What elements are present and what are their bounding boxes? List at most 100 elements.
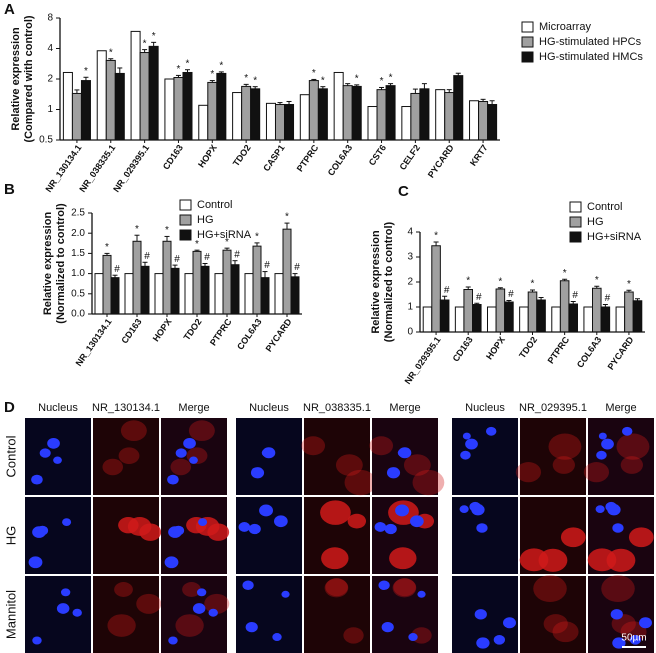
significance-mark: * (466, 276, 470, 287)
bar (504, 301, 514, 333)
cell-signal (335, 454, 363, 476)
bar (487, 306, 497, 333)
cell-signal (107, 614, 136, 637)
bar (444, 92, 455, 141)
x-tick-label: CD163 (119, 317, 143, 346)
legend-label: HG (587, 216, 604, 228)
y-tick-label: 1.0 (71, 268, 85, 279)
nucleus (168, 636, 178, 645)
bar (284, 104, 295, 141)
nucleus (417, 590, 426, 598)
bar (632, 300, 643, 333)
legend-label: Control (197, 199, 232, 211)
nucleus (259, 504, 274, 517)
micrograph (304, 576, 370, 653)
nucleus (281, 590, 290, 598)
y-tick-label: 2 (47, 74, 53, 85)
nucleus (596, 450, 607, 460)
bar (624, 291, 634, 333)
nucleus (395, 504, 410, 517)
y-tick-label: 3 (407, 252, 413, 263)
nucleus (56, 603, 70, 614)
cell-signal (127, 517, 152, 536)
significance-mark: * (225, 237, 229, 248)
nucleus (384, 523, 397, 535)
cell-signal (583, 462, 610, 483)
bar (164, 78, 175, 141)
column-header: Merge (605, 402, 636, 414)
x-tick-label: HOPX (196, 143, 219, 170)
cell-signal (548, 433, 582, 460)
nucleus (172, 525, 185, 536)
x-tick-label: TDO2 (517, 335, 539, 360)
y-tick-label: 8 (47, 13, 53, 24)
nucleus (28, 556, 43, 569)
cell-signal (393, 578, 416, 597)
cell-signal (175, 614, 204, 637)
nucleus (189, 456, 198, 464)
bar (62, 71, 73, 141)
nucleus (465, 438, 478, 450)
cell-signal (136, 593, 162, 614)
row-label: Control (3, 435, 18, 477)
cell-signal (325, 578, 348, 597)
significance-mark: * (255, 232, 259, 243)
significance-mark: * (177, 64, 181, 75)
significance-mark: # (572, 290, 578, 301)
bar (71, 92, 82, 141)
cell-signal (628, 527, 654, 548)
nucleus (386, 467, 401, 479)
legend-swatch (521, 36, 534, 48)
bar (559, 280, 570, 333)
nucleus (183, 437, 196, 449)
nucleus (60, 588, 71, 597)
column-header: Merge (178, 402, 209, 414)
significance-mark: * (380, 76, 384, 87)
significance-mark: * (434, 231, 438, 242)
bar (308, 80, 319, 141)
nucleus (409, 515, 424, 528)
bar (244, 273, 254, 315)
bar (592, 287, 602, 333)
significance-mark: # (294, 262, 300, 273)
bar (410, 92, 421, 141)
y-tick-label: 0.0 (71, 309, 85, 320)
legend-label: HG+siRNA (587, 231, 642, 243)
significance-mark: * (135, 224, 139, 235)
x-tick-label: HOPX (151, 317, 174, 344)
nucleus (198, 518, 208, 526)
legend-swatch (179, 199, 192, 211)
x-tick-label: PTPRC (295, 142, 321, 173)
nucleus (503, 617, 516, 629)
significance-mark: * (195, 239, 199, 250)
nucleus (374, 522, 387, 532)
bar (250, 88, 261, 141)
bar (184, 273, 194, 315)
bar (207, 81, 218, 141)
nucleus (167, 474, 179, 485)
nucleus (39, 448, 51, 458)
nucleus (272, 633, 282, 642)
y-tick-label: 1 (407, 302, 413, 313)
nucleus (485, 426, 497, 436)
cell-signal (120, 420, 147, 442)
bar (282, 228, 292, 315)
nucleus (459, 505, 469, 514)
nucleus (242, 580, 254, 591)
bar (274, 104, 286, 141)
nucleus (598, 432, 607, 440)
significance-mark: * (143, 38, 147, 49)
column-header: Nucleus (38, 402, 78, 414)
legend-label: HG-stimulated HPCs (539, 36, 642, 48)
y-axis-label: Relative expression (10, 27, 22, 131)
y-tick-label: 2.5 (71, 208, 85, 219)
bar (198, 104, 209, 141)
bar (317, 88, 328, 141)
bar (342, 85, 353, 141)
x-tick-label: COL6A3 (235, 317, 264, 352)
bar (290, 276, 300, 315)
nucleus (261, 448, 272, 457)
panel-label: B (4, 181, 15, 198)
y-axis-label: (Normalized to control) (383, 221, 395, 342)
cell-signal (347, 513, 367, 529)
